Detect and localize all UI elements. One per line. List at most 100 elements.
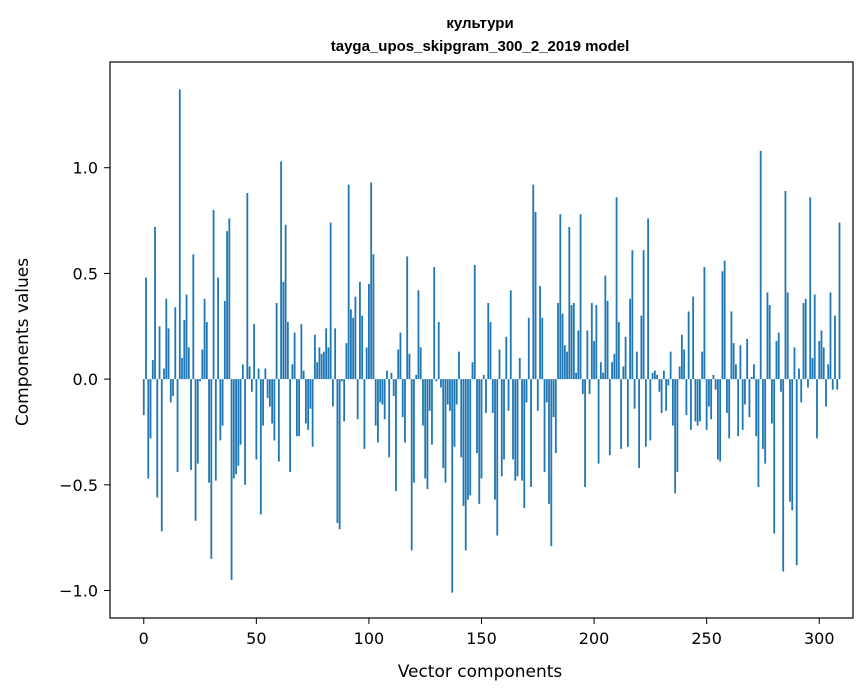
bar-253 (712, 374, 715, 380)
bar-276 (764, 379, 767, 464)
bar-249 (703, 267, 706, 380)
bar-47 (248, 366, 251, 380)
bar-76 (313, 334, 316, 380)
bar-231 (662, 370, 665, 380)
bar-266 (741, 379, 744, 430)
bar-150 (480, 379, 483, 479)
bar-132 (440, 379, 442, 388)
bar-243 (689, 379, 692, 430)
bar-21 (190, 379, 192, 471)
bar-145 (469, 379, 472, 496)
bar-205 (604, 275, 607, 380)
bar-27 (203, 298, 206, 380)
bar-96 (359, 281, 361, 380)
bar-208 (611, 362, 613, 380)
bar-29 (208, 379, 210, 483)
bar-197 (586, 330, 589, 380)
bar-207 (608, 379, 611, 456)
x-tick-label-150: 150 (466, 629, 497, 648)
bar-54 (264, 368, 267, 380)
bar-307 (834, 315, 836, 380)
bar-135 (446, 379, 449, 405)
bar-166 (516, 379, 519, 477)
bar-117 (406, 256, 409, 380)
bar-67 (293, 332, 296, 380)
bar-89 (343, 379, 346, 422)
bar-245 (694, 379, 697, 422)
bar-162 (507, 379, 510, 411)
bar-11 (167, 328, 170, 380)
bar-224 (647, 218, 650, 380)
bar-87 (338, 379, 341, 530)
bar-247 (699, 379, 701, 422)
bar-235 (671, 379, 674, 426)
bar-52 (259, 379, 262, 515)
bar-234 (669, 351, 672, 380)
bar-103 (374, 379, 377, 426)
bar-79 (320, 353, 323, 380)
bar-61 (280, 161, 283, 380)
bar-138 (453, 379, 456, 447)
x-axis-label: Vector components (398, 662, 563, 682)
bar-279 (771, 379, 773, 424)
bar-55 (266, 379, 269, 399)
bar-292 (800, 379, 803, 403)
bar-258 (723, 260, 726, 380)
bar-51 (257, 368, 260, 380)
bar-2 (147, 379, 150, 479)
bar-225 (649, 379, 652, 441)
bar-45 (244, 379, 246, 485)
bar-161 (505, 336, 508, 380)
bar-105 (379, 379, 382, 403)
bar-46 (246, 193, 249, 380)
bar-203 (599, 362, 602, 380)
bar-142 (462, 379, 465, 506)
x-tick-label-200: 200 (579, 629, 610, 648)
bar-1 (145, 277, 147, 380)
bar-56 (268, 379, 271, 407)
bar-204 (602, 372, 604, 380)
bar-37 (226, 231, 228, 380)
bar-200 (593, 341, 595, 380)
bar-109 (388, 379, 391, 458)
bar-28 (205, 322, 208, 380)
bar-15 (176, 379, 179, 473)
bar-242 (687, 311, 690, 380)
bar-58 (273, 379, 276, 441)
bar-7 (158, 326, 161, 380)
bar-125 (424, 379, 427, 479)
bar-241 (685, 379, 688, 416)
bar-136 (449, 379, 451, 411)
bar-14 (174, 307, 177, 380)
bar-108 (386, 370, 388, 380)
bar-13 (172, 379, 174, 397)
bar-215 (626, 379, 629, 447)
bar-185 (559, 214, 562, 380)
bar-10 (165, 298, 168, 380)
chart-title: культури (446, 15, 513, 32)
bar-239 (680, 334, 683, 380)
bar-218 (633, 379, 636, 409)
bar-84 (332, 379, 334, 407)
bar-99 (365, 347, 368, 380)
bar-170 (525, 379, 528, 403)
bar-156 (494, 379, 496, 500)
bar-290 (795, 379, 798, 566)
bar-211 (617, 322, 620, 380)
bar-291 (798, 368, 800, 380)
bar-53 (262, 379, 264, 426)
bar-160 (503, 379, 505, 460)
bar-190 (570, 305, 573, 380)
bar-192 (575, 372, 577, 380)
bar-92 (350, 309, 352, 380)
bar-78 (318, 347, 321, 380)
bar-18 (183, 319, 186, 380)
bar-57 (271, 379, 274, 424)
x-tick-label-0: 0 (139, 629, 149, 648)
bar-85 (334, 328, 337, 380)
bar-77 (316, 362, 319, 380)
bar-308 (836, 379, 839, 390)
bar-60 (277, 379, 280, 462)
bar-304 (827, 364, 830, 380)
